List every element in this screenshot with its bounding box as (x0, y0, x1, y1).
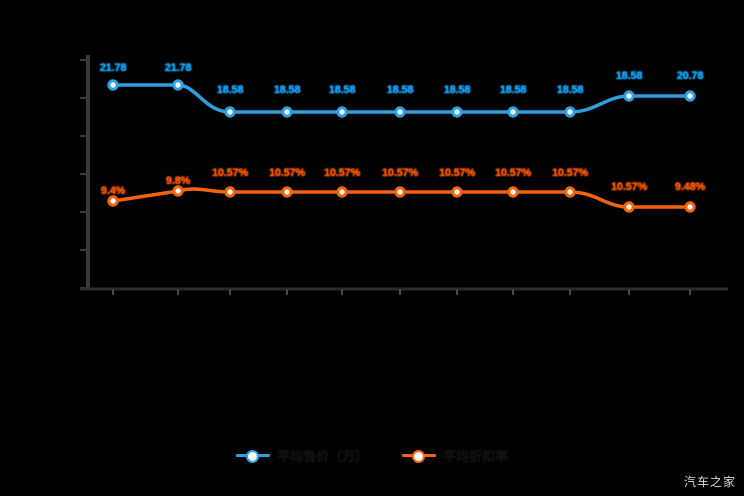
legend-label-average-discount: 平均折扣率 (443, 448, 509, 464)
data-label-blue-4: 18.58 (273, 84, 301, 96)
legend-item-average-price[interactable]: 平均售价（万） (235, 446, 368, 465)
data-label-blue-1: 21.78 (99, 62, 127, 74)
data-label-blue-6: 18.58 (386, 84, 414, 96)
data-label-orange-1: 9.4% (100, 185, 126, 197)
data-label-blue-7: 18.58 (443, 84, 471, 96)
x-axis-ticks (112, 289, 691, 295)
data-label-orange-6: 10.57% (381, 167, 419, 179)
data-label-blue-2: 21.78 (164, 62, 192, 74)
chart-legend: 平均售价（万） 平均折扣率 (0, 440, 744, 470)
y-axis-ticks (80, 59, 88, 289)
data-label-orange-7: 10.57% (438, 167, 476, 179)
legend-label-average-price: 平均售价（万） (276, 448, 368, 464)
data-label-orange-5: 10.57% (323, 167, 361, 179)
data-label-orange-8: 10.57% (494, 167, 532, 179)
series-markers-blue (107, 79, 696, 118)
data-label-orange-11: 9.48% (674, 181, 706, 193)
data-label-blue-8: 18.58 (499, 84, 527, 96)
data-label-blue-5: 18.58 (328, 84, 356, 96)
series-line-orange (111, 187, 692, 209)
series-markers-orange (107, 185, 696, 213)
data-label-blue-9: 18.58 (556, 84, 584, 96)
legend-marker-icon-orange (402, 448, 436, 463)
data-label-orange-10: 10.57% (610, 181, 648, 193)
data-label-blue-10: 18.58 (615, 70, 643, 82)
data-label-blue-11: 20.78 (676, 70, 704, 82)
legend-marker-icon-blue (235, 448, 270, 463)
legend-item-average-discount[interactable]: 平均折扣率 (402, 446, 508, 465)
data-label-orange-2: 9.8% (165, 175, 191, 187)
watermark-autohome: 汽车之家 (683, 475, 736, 489)
data-label-orange-3: 10.57% (211, 167, 249, 179)
data-label-orange-9: 10.57% (551, 167, 589, 179)
data-label-orange-4: 10.57% (268, 167, 306, 179)
data-label-blue-3: 18.58 (216, 84, 244, 96)
